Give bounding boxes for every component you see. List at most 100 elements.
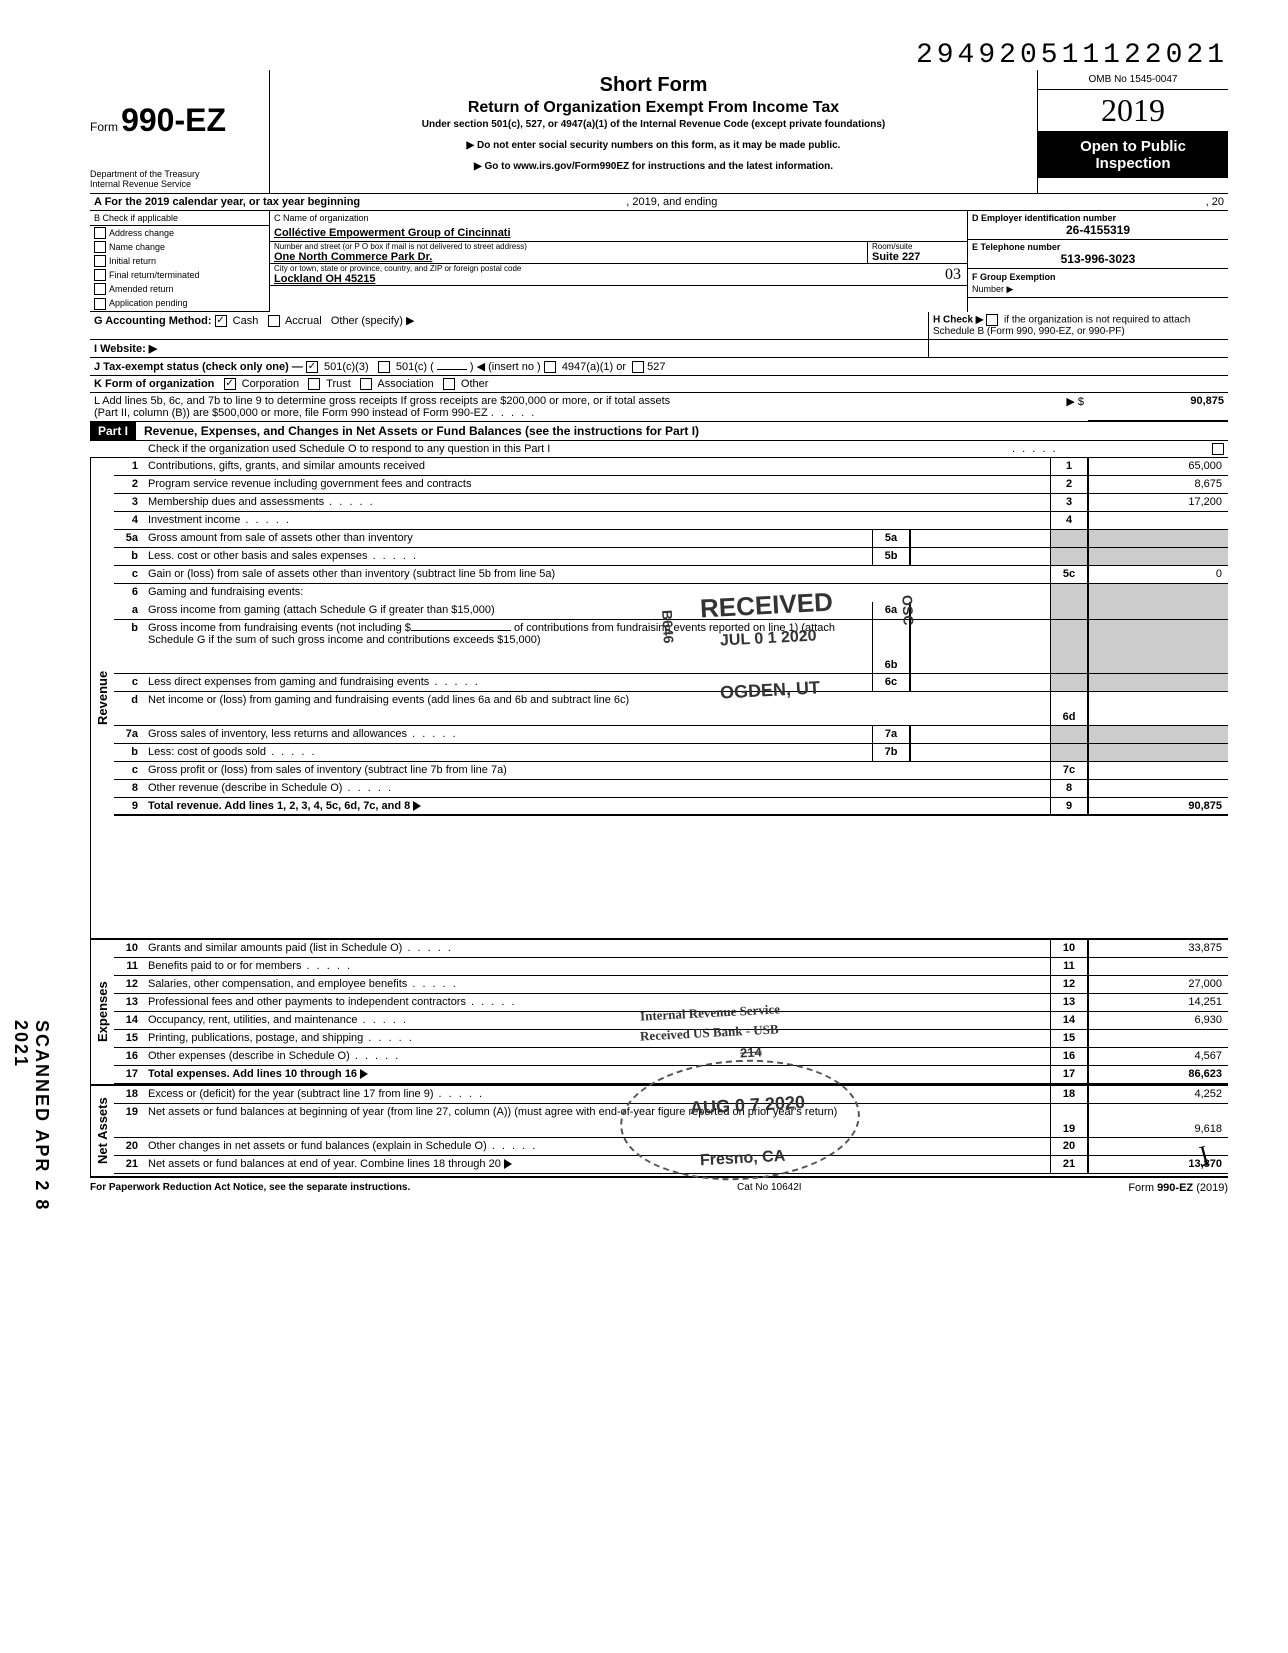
chk-501c3[interactable] bbox=[306, 361, 318, 373]
ln16-box: 16 bbox=[1050, 1048, 1088, 1065]
b-item-2: Initial return bbox=[109, 256, 156, 266]
line-a-mid: , 2019, and ending bbox=[626, 196, 717, 208]
ln5c-d: Gain or (loss) from sale of assets other… bbox=[144, 566, 1050, 583]
chk-final-return[interactable] bbox=[94, 269, 106, 281]
open-public-1: Open to Public bbox=[1080, 138, 1186, 155]
f-label: F Group Exemption bbox=[972, 272, 1056, 282]
ln4-box: 4 bbox=[1050, 512, 1088, 529]
chk-part1-scho[interactable] bbox=[1212, 443, 1224, 455]
ln10-d: Grants and similar amounts paid (list in… bbox=[144, 940, 1050, 957]
part1-title: Revenue, Expenses, and Changes in Net As… bbox=[136, 422, 1228, 440]
ln5b-ramt bbox=[1088, 548, 1228, 565]
chk-corp[interactable] bbox=[224, 378, 236, 390]
ln18-n: 18 bbox=[114, 1086, 144, 1103]
phone-value: 513-996-3023 bbox=[972, 252, 1224, 266]
ln15-d: Printing, publications, postage, and shi… bbox=[144, 1030, 1050, 1047]
ln6d-n: d bbox=[114, 692, 144, 725]
ln1-amt: 65,000 bbox=[1088, 458, 1228, 475]
ln7b-box: 7b bbox=[872, 744, 910, 761]
l-text2: (Part II, column (B)) are $500,000 or mo… bbox=[94, 407, 488, 419]
ln6c-rbox bbox=[1050, 674, 1088, 691]
l-text1: L Add lines 5b, 6c, and 7b to line 9 to … bbox=[94, 395, 670, 407]
expenses-label: Expenses bbox=[90, 940, 114, 1084]
ln6-d: Gaming and fundraising events: bbox=[144, 584, 1050, 602]
ln7a-n: 7a bbox=[114, 726, 144, 743]
chk-address-change[interactable] bbox=[94, 227, 106, 239]
j-4947: 4947(a)(1) or bbox=[562, 361, 626, 373]
j-501c3: 501(c)(3) bbox=[324, 361, 369, 373]
ln6c-amt bbox=[910, 674, 1050, 691]
chk-501c[interactable] bbox=[378, 361, 390, 373]
title-sub: Return of Organization Exempt From Incom… bbox=[276, 99, 1031, 117]
chk-trust[interactable] bbox=[308, 378, 320, 390]
k-assoc: Association bbox=[377, 378, 433, 390]
ln6b-rbox bbox=[1050, 620, 1088, 673]
g-cash: Cash bbox=[233, 315, 259, 327]
ln6b-box: 6b bbox=[872, 620, 910, 673]
chk-assoc[interactable] bbox=[360, 378, 372, 390]
ln10-amt: 33,875 bbox=[1088, 940, 1228, 957]
ln14-n: 14 bbox=[114, 1012, 144, 1029]
ln13-d: Professional fees and other payments to … bbox=[144, 994, 1050, 1011]
k-label: K Form of organization bbox=[94, 378, 214, 390]
chk-app-pending[interactable] bbox=[94, 298, 106, 310]
def-column: D Employer identification number 26-4155… bbox=[968, 211, 1228, 312]
open-public: Open to Public Inspection bbox=[1038, 132, 1228, 178]
expenses-section: Expenses 10Grants and similar amounts pa… bbox=[90, 940, 1228, 1086]
chk-527[interactable] bbox=[632, 361, 644, 373]
tax-year: 2019 bbox=[1038, 90, 1228, 132]
ln5b-rbox bbox=[1050, 548, 1088, 565]
line-a-start: A For the 2019 calendar year, or tax yea… bbox=[94, 196, 360, 208]
ln7b-rbox bbox=[1050, 744, 1088, 761]
ln5c-box: 5c bbox=[1050, 566, 1088, 583]
l-value: 90,875 bbox=[1088, 393, 1228, 421]
footer-right: Form 990-EZ (2019) bbox=[1128, 1182, 1228, 1194]
b-item-4: Amended return bbox=[109, 284, 174, 294]
ln11-d: Benefits paid to or for members bbox=[144, 958, 1050, 975]
chk-h[interactable] bbox=[986, 314, 998, 326]
ln6c-d: Less direct expenses from gaming and fun… bbox=[144, 674, 872, 691]
omb-number: OMB No 1545-0047 bbox=[1038, 70, 1228, 90]
ln7a-amt bbox=[910, 726, 1050, 743]
ln6a-rbox bbox=[1050, 602, 1088, 619]
ln7b-d: Less: cost of goods sold bbox=[144, 744, 872, 761]
ln6b-amt bbox=[910, 620, 1050, 673]
g-accrual: Accrual bbox=[285, 315, 322, 327]
ln5b-d: Less. cost or other basis and sales expe… bbox=[144, 548, 872, 565]
ln7c-amt bbox=[1088, 762, 1228, 779]
footer-mid: Cat No 10642I bbox=[737, 1182, 802, 1194]
ln3-box: 3 bbox=[1050, 494, 1088, 511]
chk-accrual[interactable] bbox=[268, 315, 280, 327]
ln18-d: Excess or (deficit) for the year (subtra… bbox=[144, 1086, 1050, 1103]
ln6d-d: Net income or (loss) from gaming and fun… bbox=[144, 692, 1050, 725]
title-cell: Short Form Return of Organization Exempt… bbox=[270, 70, 1038, 193]
line-a-end: , 20 bbox=[968, 194, 1228, 210]
ln15-n: 15 bbox=[114, 1030, 144, 1047]
form-number: 990-EZ bbox=[121, 102, 226, 138]
scanned-stamp: SCANNED APR 2 8 2021 bbox=[10, 1020, 52, 1234]
j-label: J Tax-exempt status (check only one) — bbox=[94, 361, 303, 373]
chk-initial-return[interactable] bbox=[94, 255, 106, 267]
suite-value: Suite 227 bbox=[872, 251, 963, 263]
ln7a-rbox bbox=[1050, 726, 1088, 743]
j-527: 527 bbox=[647, 361, 665, 373]
k-other: Other bbox=[461, 378, 489, 390]
i-label: I Website: ▶ bbox=[94, 343, 157, 355]
chk-cash[interactable] bbox=[215, 315, 227, 327]
chk-4947[interactable] bbox=[544, 361, 556, 373]
ln6a-n: a bbox=[114, 602, 144, 619]
ln10-n: 10 bbox=[114, 940, 144, 957]
org-name: Colléctive Empowerment Group of Cincinna… bbox=[270, 225, 967, 242]
ln8-n: 8 bbox=[114, 780, 144, 797]
k-trust: Trust bbox=[326, 378, 351, 390]
b-column: B Check if applicable Address change Nam… bbox=[90, 211, 270, 312]
chk-other-org[interactable] bbox=[443, 378, 455, 390]
ln19-amt: 9,618 bbox=[1088, 1104, 1228, 1137]
ln18-amt: 4,252 bbox=[1088, 1086, 1228, 1103]
ln6d-amt bbox=[1088, 692, 1228, 725]
ln5a-rbox bbox=[1050, 530, 1088, 547]
ln5c-n: c bbox=[114, 566, 144, 583]
chk-amended[interactable] bbox=[94, 283, 106, 295]
chk-name-change[interactable] bbox=[94, 241, 106, 253]
part1-check-text: Check if the organization used Schedule … bbox=[144, 441, 1008, 457]
